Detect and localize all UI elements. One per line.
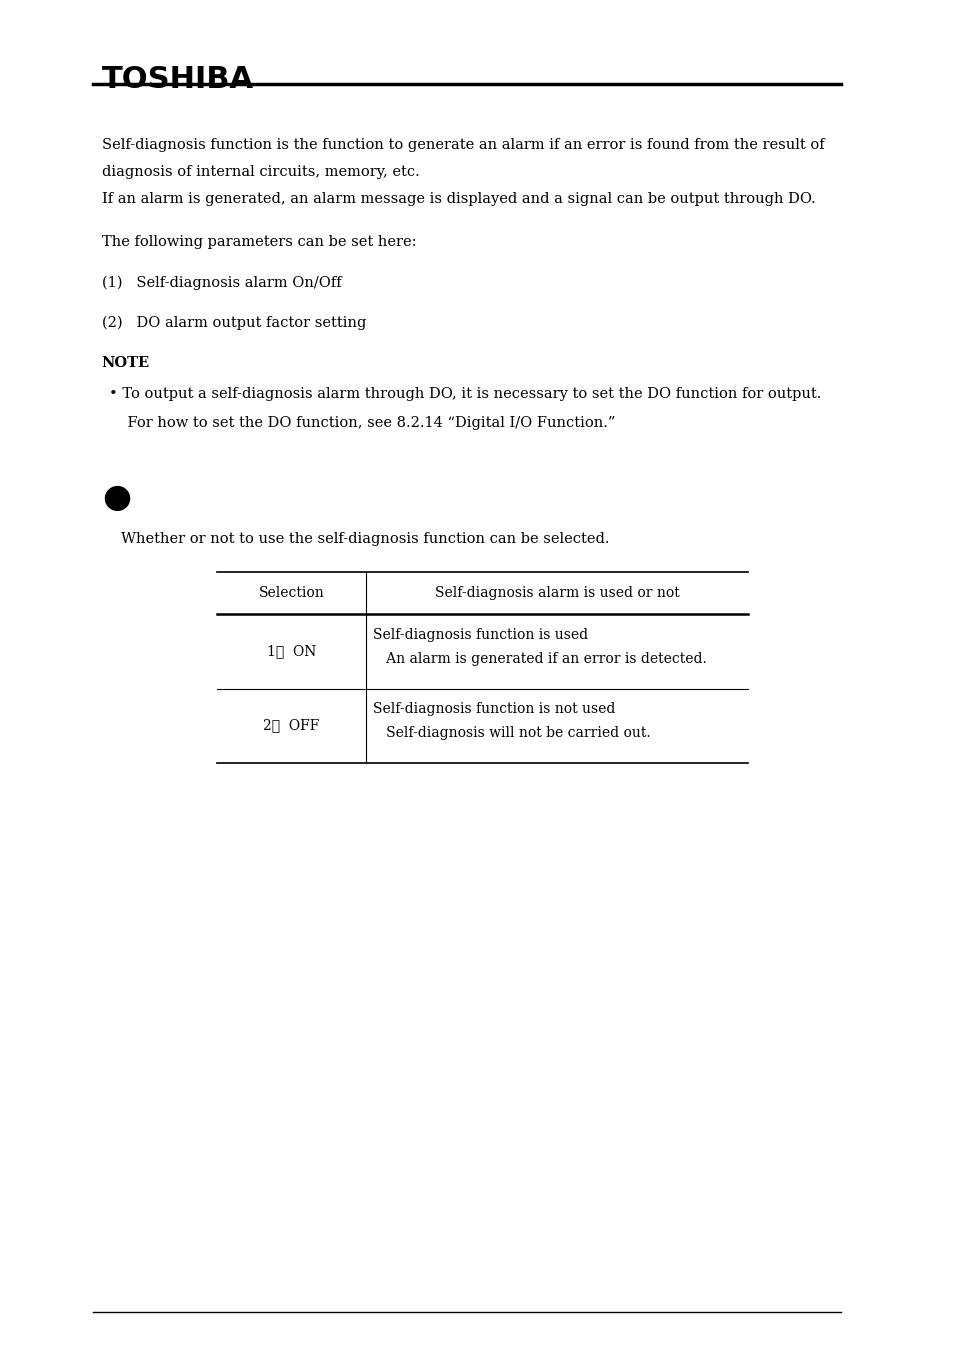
Text: NOTE: NOTE <box>102 356 150 370</box>
Text: Whether or not to use the self-diagnosis function can be selected.: Whether or not to use the self-diagnosis… <box>121 532 609 545</box>
Text: (2)   DO alarm output factor setting: (2) DO alarm output factor setting <box>102 316 366 331</box>
Text: diagnosis of internal circuits, memory, etc.: diagnosis of internal circuits, memory, … <box>102 165 419 178</box>
Text: • To output a self-diagnosis alarm through DO, it is necessary to set the DO fun: • To output a self-diagnosis alarm throu… <box>109 387 821 401</box>
Text: For how to set the DO function, see 8.2.14 “Digital I/O Function.”: For how to set the DO function, see 8.2.… <box>109 416 615 429</box>
Text: If an alarm is generated, an alarm message is displayed and a signal can be outp: If an alarm is generated, an alarm messa… <box>102 192 815 205</box>
Text: ●: ● <box>102 481 131 513</box>
Text: The following parameters can be set here:: The following parameters can be set here… <box>102 235 416 248</box>
Text: An alarm is generated if an error is detected.: An alarm is generated if an error is det… <box>373 652 706 666</box>
Text: Self-diagnosis function is not used: Self-diagnosis function is not used <box>373 702 615 716</box>
Text: TOSHIBA: TOSHIBA <box>102 65 253 93</box>
Text: Self-diagnosis function is used: Self-diagnosis function is used <box>373 628 587 641</box>
Text: Self-diagnosis will not be carried out.: Self-diagnosis will not be carried out. <box>373 726 650 740</box>
Text: Self-diagnosis function is the function to generate an alarm if an error is foun: Self-diagnosis function is the function … <box>102 138 823 151</box>
Text: Selection: Selection <box>258 586 324 601</box>
Text: 2：  OFF: 2： OFF <box>263 718 319 733</box>
Text: 1：  ON: 1： ON <box>267 644 315 659</box>
Text: (1)   Self-diagnosis alarm On/Off: (1) Self-diagnosis alarm On/Off <box>102 275 341 290</box>
Text: Self-diagnosis alarm is used or not: Self-diagnosis alarm is used or not <box>435 586 679 601</box>
